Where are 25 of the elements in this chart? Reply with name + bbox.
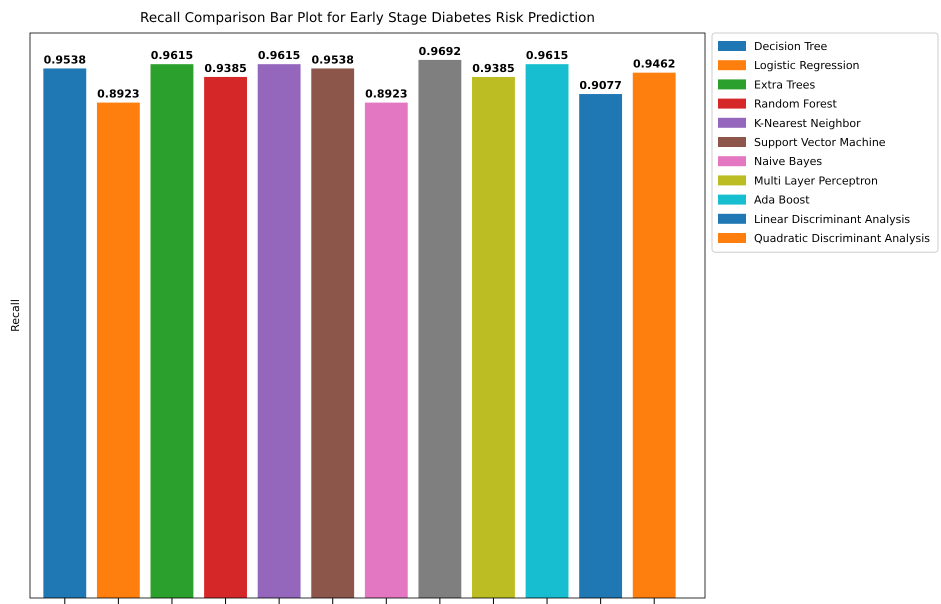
legend-label: K-Nearest Neighbor xyxy=(754,116,862,130)
data-label: 0.9615 xyxy=(150,49,194,62)
data-label: 0.8923 xyxy=(365,88,408,101)
legend-label: Multi Layer Perceptron xyxy=(754,174,878,188)
data-label: 0.8923 xyxy=(97,88,140,101)
legend-label: Logistic Regression xyxy=(754,59,860,72)
data-label: 0.9077 xyxy=(579,79,622,92)
data-label: 0.9462 xyxy=(632,58,676,71)
legend-label: Random Forest xyxy=(754,98,838,111)
legend-label: Decision Tree xyxy=(754,40,828,53)
data-label: 0.9538 xyxy=(44,53,86,66)
y-axis-title: Recall xyxy=(9,299,22,332)
chart-title: Recall Comparison Bar Plot for Early Stage Diabetes Risk Prediction xyxy=(140,10,595,26)
data-label: 0.9385 xyxy=(204,62,247,75)
data-label: 0.9615 xyxy=(258,49,300,62)
legend-label: Linear Discriminant Analysis xyxy=(754,212,910,226)
legend-label: Support Vector Machine xyxy=(754,136,886,149)
data-label: 0.9538 xyxy=(311,53,354,66)
legend-label: Quadratic Discriminant Analysis xyxy=(754,232,930,245)
data-label: 0.9692 xyxy=(418,44,462,58)
legend-label: Naive Bayes xyxy=(754,155,822,168)
data-label: 0.9385 xyxy=(472,62,515,75)
legend-label: Ada Boost xyxy=(754,194,810,207)
legend-label: Extra Trees xyxy=(754,78,816,92)
data-label: 0.9615 xyxy=(526,49,568,62)
